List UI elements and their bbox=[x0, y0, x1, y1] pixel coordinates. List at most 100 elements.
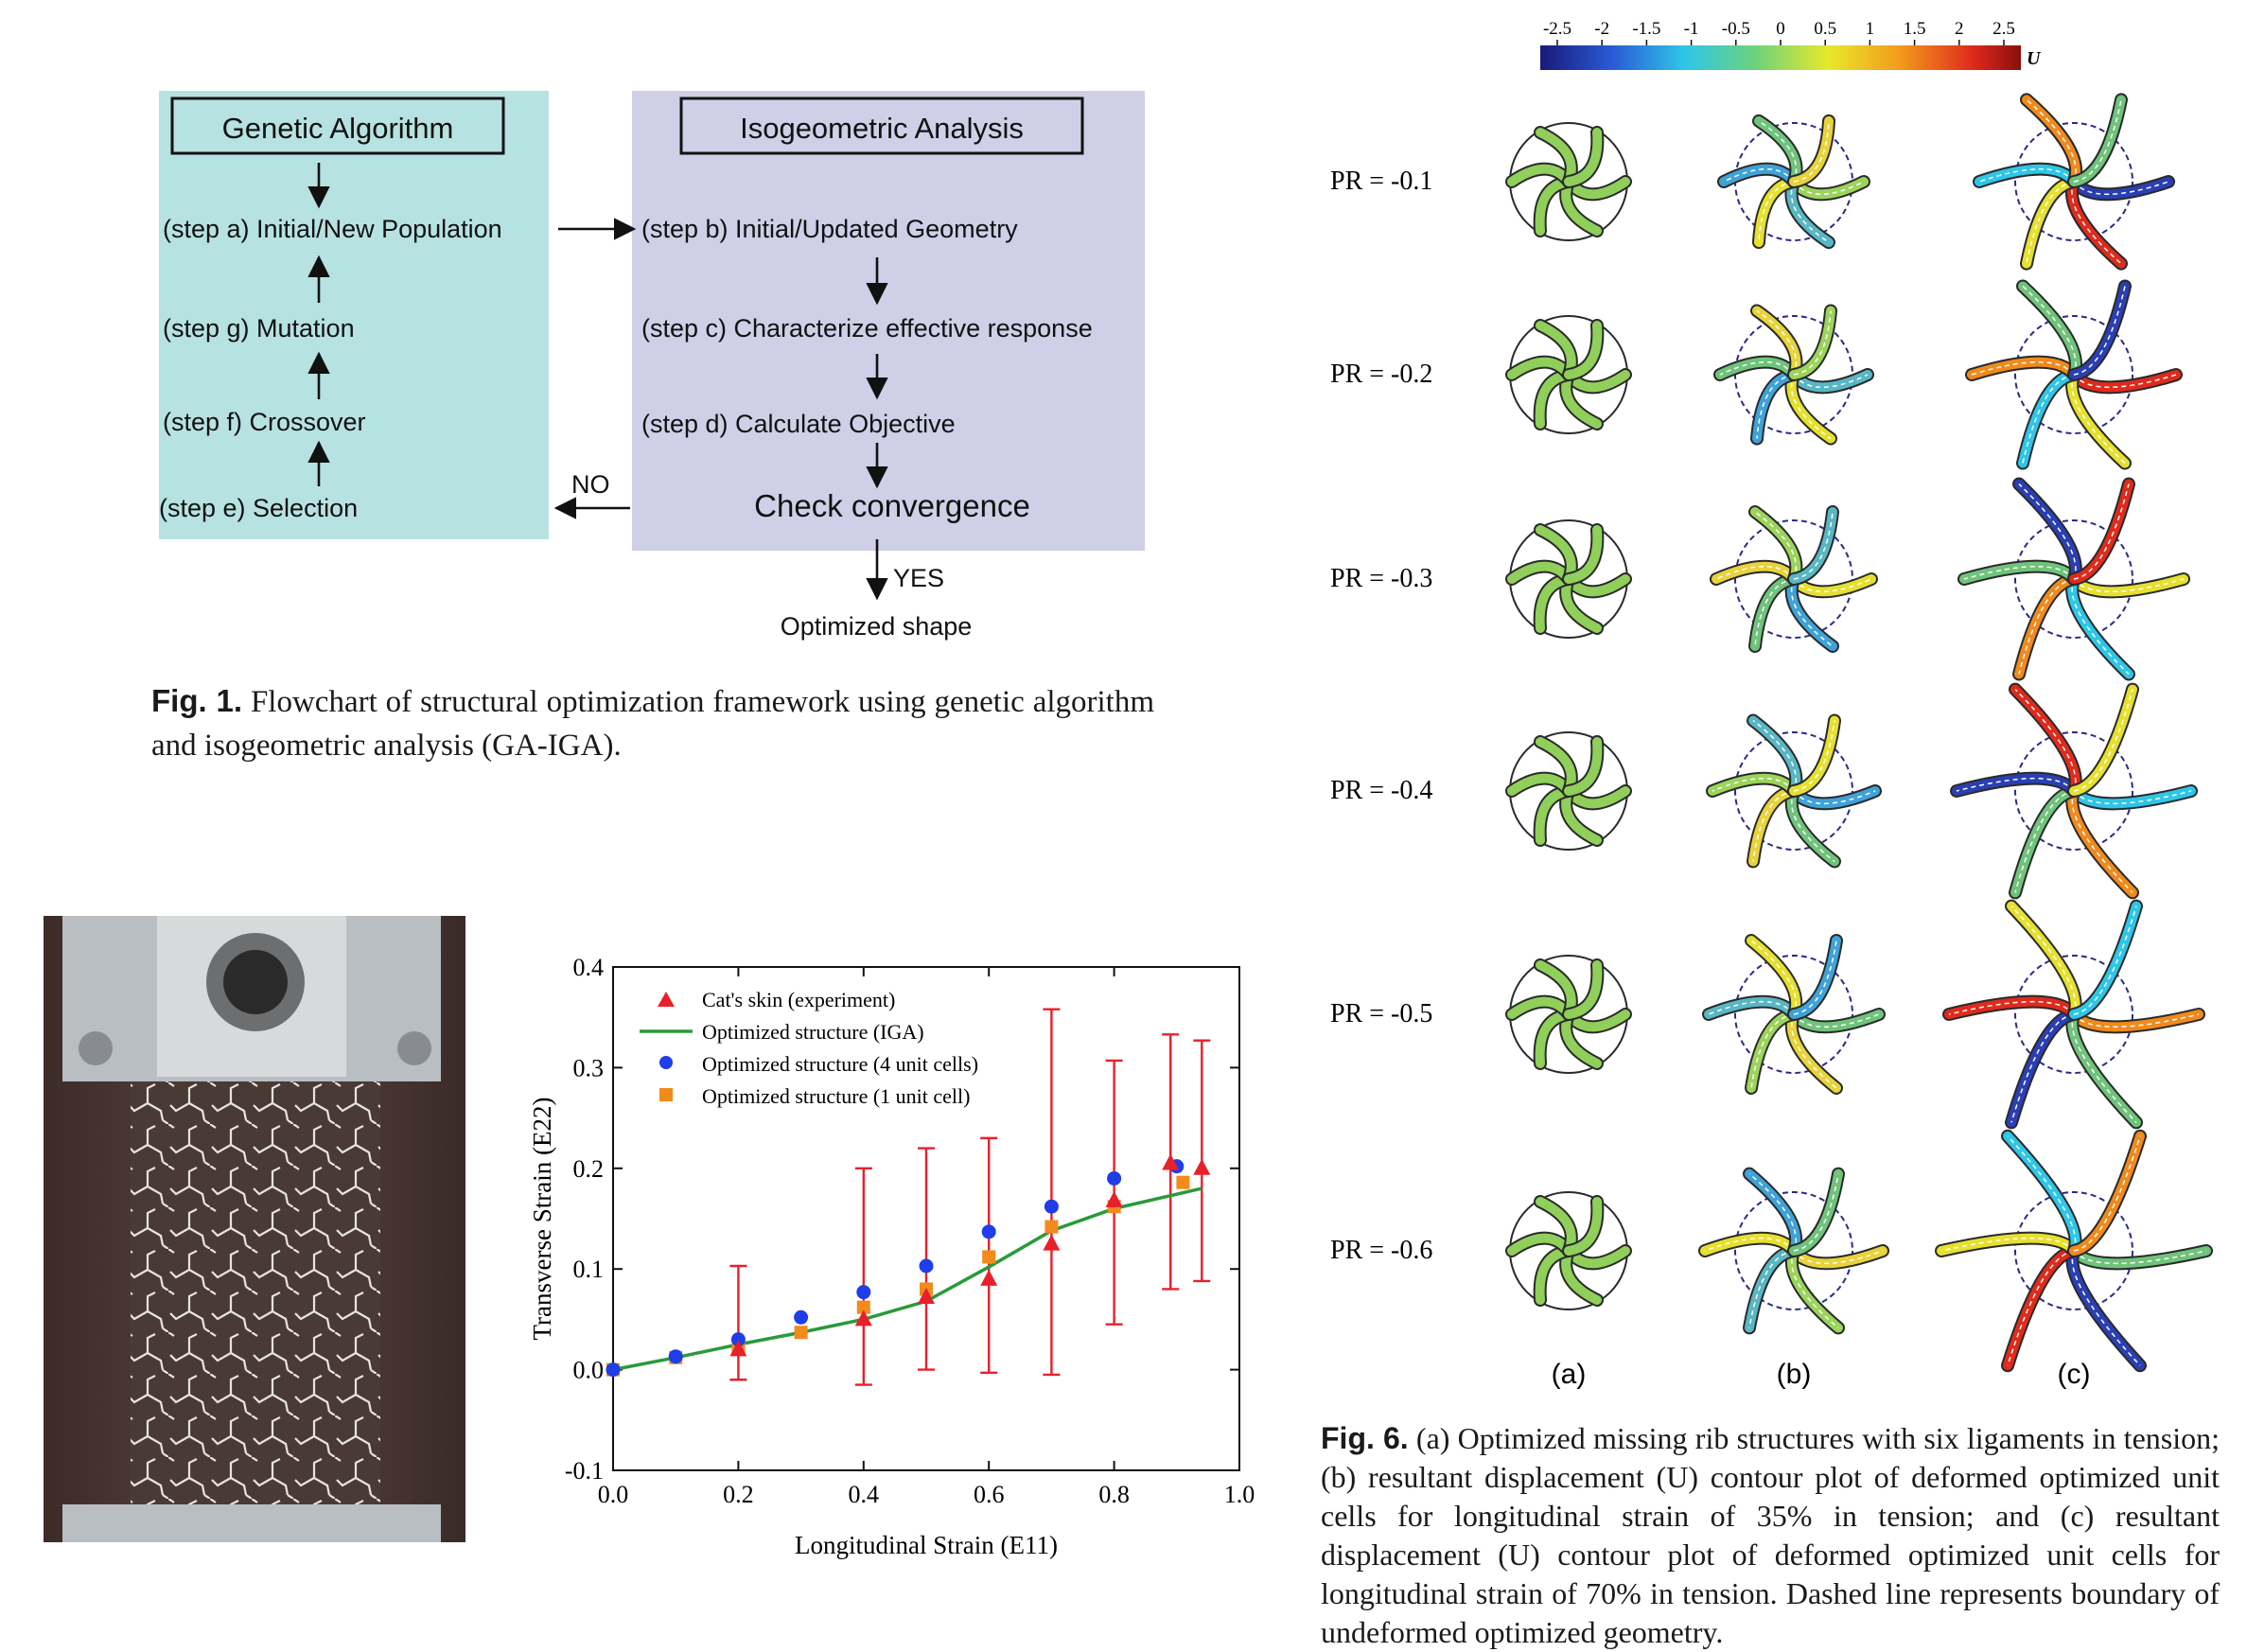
circle-point bbox=[1107, 1170, 1122, 1186]
undeformed-boundary bbox=[1754, 511, 1798, 580]
bottom-clamp bbox=[62, 1504, 441, 1542]
undeformed-boundary bbox=[2071, 1013, 2137, 1123]
colorbar-tick-label: -2.5 bbox=[1543, 19, 1571, 39]
unit-cell-ring bbox=[2014, 315, 2133, 434]
undeformed-boundary bbox=[2071, 1250, 2141, 1366]
undeformed-boundary bbox=[1793, 940, 1837, 1015]
undeformed-boundary bbox=[2073, 181, 2169, 195]
pr-row-label: PR = -0.1 bbox=[1330, 167, 1432, 196]
undeformed-boundary bbox=[2073, 286, 2126, 376]
lattice-specimen bbox=[131, 1077, 380, 1512]
undeformed-boundary bbox=[1963, 565, 2075, 580]
triangle-point bbox=[1193, 1158, 1211, 1175]
undeformed-boundary bbox=[1708, 1001, 1795, 1015]
undeformed-boundary bbox=[2073, 578, 2185, 593]
ligament bbox=[1789, 115, 1834, 186]
undeformed-boundary bbox=[1748, 1173, 1797, 1252]
column-label: (c) bbox=[2058, 1359, 2091, 1390]
unit-cell-ring bbox=[2014, 519, 2133, 639]
pr-row bbox=[1505, 93, 2175, 271]
legend-label: Optimized structure (4 unit cells) bbox=[702, 1052, 978, 1076]
unit-cell-ring bbox=[1734, 519, 1853, 639]
circle-point bbox=[668, 1349, 683, 1364]
undeformed-boundary bbox=[2007, 1250, 2075, 1366]
ligament bbox=[2069, 684, 2137, 796]
pr-row bbox=[1505, 477, 2190, 681]
undeformed-boundary bbox=[1748, 1250, 1795, 1328]
undeformed-boundary bbox=[2071, 374, 2126, 465]
undeformed-boundary bbox=[2007, 1135, 2077, 1252]
iga-box bbox=[632, 91, 1145, 551]
specimen-photo bbox=[44, 916, 465, 1542]
step-a: (step a) Initial/New Population bbox=[163, 215, 502, 243]
triangle-point bbox=[1043, 1234, 1061, 1251]
undeformed-boundary bbox=[1791, 1013, 1837, 1089]
undeformed-boundary bbox=[1750, 1013, 1795, 1089]
undeformed-boundary bbox=[1793, 511, 1834, 580]
undeformed-boundary bbox=[1750, 940, 1797, 1015]
legend-marker bbox=[658, 992, 675, 1007]
triangle-point bbox=[918, 1287, 935, 1304]
ga-box bbox=[159, 91, 549, 539]
column-label: (a) bbox=[1552, 1359, 1587, 1390]
ligament bbox=[1952, 773, 2079, 796]
ligament bbox=[1789, 715, 1839, 796]
colorbar-tick-label: -1.5 bbox=[1632, 19, 1660, 39]
fig6-caption-text: (a) Optimized missing rib structures wit… bbox=[1321, 1421, 2221, 1649]
x-tick-label: 0.8 bbox=[1098, 1481, 1130, 1508]
ligament bbox=[2010, 684, 2080, 796]
undeformed-boundary bbox=[1790, 578, 1834, 647]
pr-row-label: PR = -0.5 bbox=[1330, 999, 1432, 1028]
legend-label: Cat's skin (experiment) bbox=[702, 988, 895, 1011]
colorbar-tick-label: -1 bbox=[1684, 19, 1699, 39]
pr-row-label: PR = -0.6 bbox=[1330, 1236, 1432, 1265]
undeformed-boundary bbox=[1704, 1238, 1795, 1252]
step-b: (step b) Initial/Updated Geometry bbox=[641, 215, 1018, 243]
step-c: (step c) Characterize effective response bbox=[641, 314, 1093, 343]
x-tick-label: 0.6 bbox=[974, 1481, 1005, 1508]
no-label: NO bbox=[571, 470, 610, 499]
ligament bbox=[1564, 737, 1603, 796]
ligament bbox=[2010, 786, 2079, 898]
y-tick-label: 0.4 bbox=[573, 954, 605, 981]
undeformed-boundary bbox=[1978, 168, 2075, 183]
pr-row bbox=[1505, 279, 2183, 470]
figure-1: Genetic Algorithm Isogeometric Analysis … bbox=[0, 0, 1230, 776]
undeformed-boundary bbox=[1719, 360, 1795, 376]
ga-title-box bbox=[170, 97, 505, 155]
undeformed-boundary bbox=[2073, 905, 2137, 1015]
pr-row-label: PR = -0.3 bbox=[1330, 564, 1432, 593]
plot-frame bbox=[612, 966, 1240, 1471]
undeformed-boundary bbox=[1793, 1250, 1884, 1264]
step-e: (step e) Selection bbox=[159, 494, 358, 522]
square-point bbox=[856, 1300, 870, 1314]
pr-row bbox=[1505, 899, 2205, 1130]
undeformed-boundary bbox=[1793, 310, 1832, 376]
undeformed-boundary bbox=[1756, 374, 1795, 439]
circle-point bbox=[919, 1258, 934, 1274]
ligament bbox=[1564, 1197, 1603, 1256]
undeformed-boundary bbox=[2026, 181, 2075, 264]
pr-row-label: PR = -0.2 bbox=[1330, 360, 1432, 389]
y-tick-label: 0.0 bbox=[573, 1357, 605, 1384]
undeformed-boundary bbox=[1793, 374, 1869, 389]
undeformed-boundary bbox=[1793, 1173, 1839, 1252]
undeformed-boundary bbox=[2026, 98, 2077, 183]
undeformed-boundary bbox=[2073, 1250, 2207, 1264]
legend-marker bbox=[659, 1088, 673, 1101]
pr-row bbox=[1505, 682, 2198, 900]
undeformed-boundary bbox=[2018, 578, 2075, 675]
ga-title: Genetic Algorithm bbox=[222, 112, 454, 145]
x-tick-label: 0.4 bbox=[849, 1481, 880, 1508]
undeformed-boundary bbox=[1754, 578, 1795, 647]
x-tick-label: 0.2 bbox=[723, 1481, 754, 1508]
pr-row bbox=[1505, 1129, 2213, 1373]
ligament bbox=[1564, 960, 1603, 1019]
iga-title-box bbox=[679, 97, 1084, 155]
undeformed-boundary bbox=[1793, 578, 1872, 593]
ligament bbox=[1564, 525, 1603, 584]
fig6-caption: Fig. 6. (a) Optimized missing rib struct… bbox=[1321, 1419, 2220, 1652]
colorbar-tick-label: 0 bbox=[1776, 19, 1785, 39]
figure-6: -2.5 -2 -1.5 -1 -0.5 0 0.5 1 1.5 2 2.5 U PR = -0.1… bbox=[1330, 19, 2213, 1390]
ligament bbox=[1564, 128, 1603, 186]
